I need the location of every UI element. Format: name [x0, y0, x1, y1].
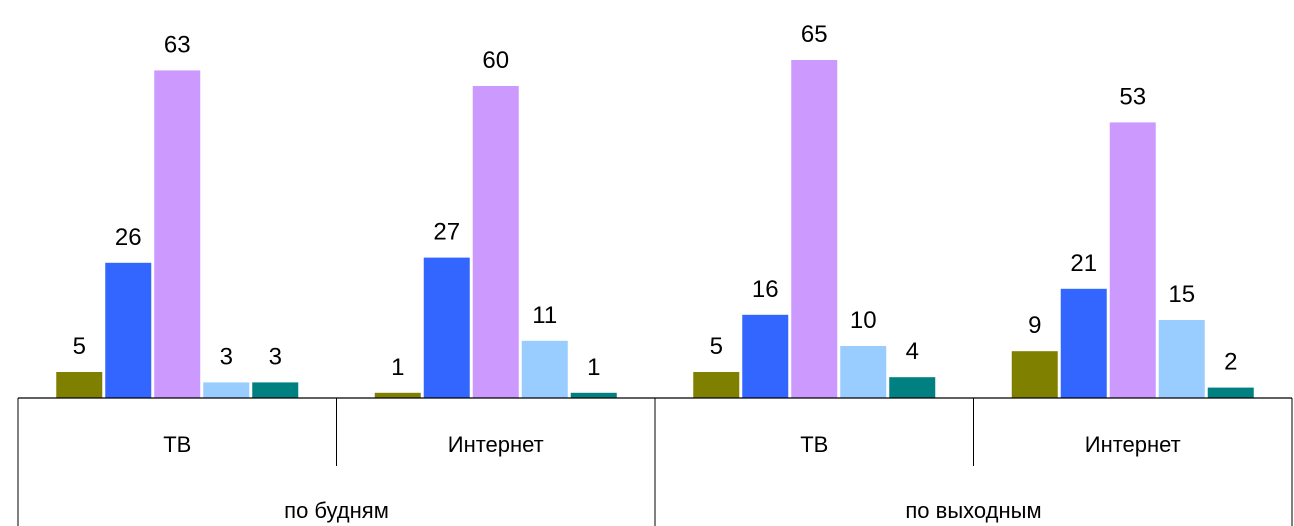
bar-s3-c4 — [1109, 122, 1156, 399]
bar-s1-c3 — [693, 372, 740, 398]
data-label-s5-c1: 3 — [269, 343, 282, 370]
data-label-s5-c2: 1 — [587, 354, 600, 381]
category-label-3: ТВ — [800, 432, 828, 457]
category-label-1: ТВ — [163, 432, 191, 457]
bar-s3-c1 — [154, 70, 201, 399]
bar-s2-c4 — [1060, 288, 1107, 398]
bar-s5-c3 — [889, 377, 936, 398]
data-label-s3-c4: 53 — [1119, 83, 1146, 110]
data-label-s4-c1: 3 — [220, 343, 233, 370]
bar-s4-c3 — [840, 346, 887, 398]
bar-s3-c2 — [472, 86, 519, 398]
bar-s4-c1 — [203, 382, 250, 398]
bar-s5-c4 — [1207, 387, 1254, 398]
category-label-4: Интернет — [1085, 432, 1181, 457]
data-label-s2-c3: 16 — [752, 276, 779, 303]
group-label-2: по выходным — [905, 498, 1041, 523]
bar-s4-c2 — [521, 340, 568, 398]
data-label-s2-c4: 21 — [1070, 250, 1097, 277]
data-label-s3-c2: 60 — [482, 47, 509, 74]
bar-s5-c2 — [570, 392, 617, 398]
bar-s3-c3 — [791, 60, 838, 398]
data-label-s4-c4: 15 — [1168, 281, 1195, 308]
data-label-s5-c3: 4 — [906, 338, 919, 365]
bars-layer — [56, 60, 1254, 399]
bar-s2-c2 — [423, 257, 470, 398]
bar-s2-c3 — [742, 314, 789, 398]
data-label-s3-c1: 63 — [164, 31, 191, 58]
bar-s1-c4 — [1011, 351, 1058, 398]
group-label-1: по будням — [284, 498, 389, 523]
data-label-s2-c1: 26 — [115, 224, 142, 251]
bar-s1-c2 — [374, 392, 421, 398]
category-label-2: Интернет — [448, 432, 544, 457]
data-label-s5-c4: 2 — [1224, 349, 1237, 376]
bar-s2-c1 — [105, 262, 152, 398]
bar-s4-c4 — [1158, 320, 1205, 398]
data-label-s4-c3: 10 — [850, 307, 877, 334]
bar-s5-c1 — [252, 382, 299, 398]
bar-s1-c1 — [56, 372, 103, 398]
data-label-s1-c3: 5 — [710, 333, 723, 360]
data-label-s3-c3: 65 — [801, 21, 828, 48]
data-label-s4-c2: 11 — [532, 302, 557, 329]
category-axis: ТВ Интернет ТВ Интернет по будням по выходным — [17, 397, 1293, 526]
data-label-s1-c2: 1 — [391, 354, 404, 381]
data-label-s2-c2: 27 — [433, 219, 460, 246]
data-label-s1-c1: 5 — [73, 333, 86, 360]
data-label-s1-c4: 9 — [1028, 312, 1041, 339]
